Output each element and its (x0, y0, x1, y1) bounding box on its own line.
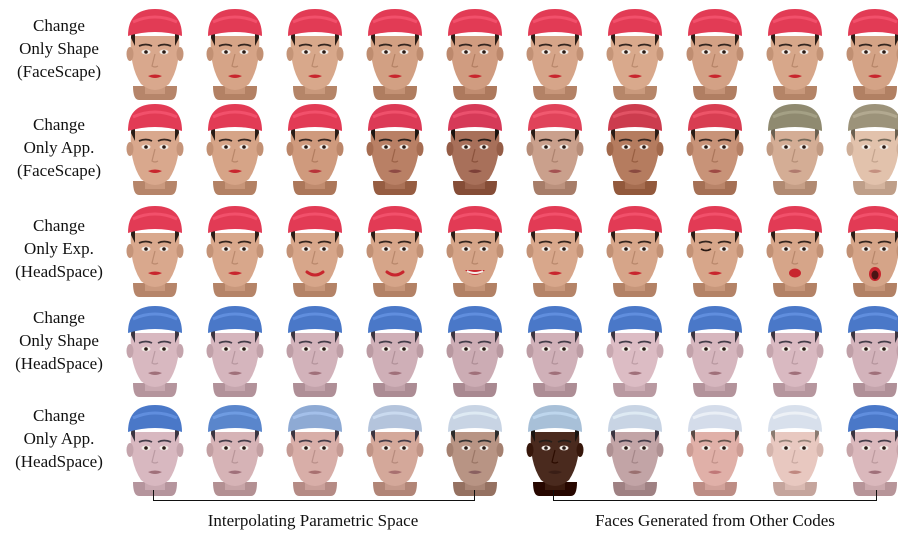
face-render (199, 303, 271, 397)
row-label-line: Only Shape (0, 37, 118, 60)
face-render (599, 203, 671, 297)
bracket-left (153, 490, 475, 501)
face-render (199, 101, 271, 195)
face-render (439, 402, 511, 496)
face-render (439, 6, 511, 100)
row-label-line: Only App. (0, 427, 118, 450)
face-render (599, 6, 671, 100)
row-label: Change Only App. (FaceScape) (0, 113, 118, 182)
face-render (199, 203, 271, 297)
face-render (839, 6, 898, 100)
face-render (279, 402, 351, 496)
row-label-line: (HeadSpace) (0, 450, 118, 473)
row-label-line: Change (0, 113, 118, 136)
row-label-line: (HeadSpace) (0, 260, 118, 283)
face-render (439, 303, 511, 397)
face-render (199, 402, 271, 496)
row-label-line: Change (0, 14, 118, 37)
face-render (679, 203, 751, 297)
row-label-line: Change (0, 214, 118, 237)
face-render (519, 101, 591, 195)
row-label-line: Only Exp. (0, 237, 118, 260)
row-label: Change Only Shape (FaceScape) (0, 14, 118, 83)
face-render (119, 101, 191, 195)
face-render (359, 402, 431, 496)
face-render (839, 303, 898, 397)
face-render (119, 402, 191, 496)
face-render (519, 303, 591, 397)
caption-interpolating: Interpolating Parametric Space (163, 511, 463, 531)
face-render (119, 6, 191, 100)
face-render (599, 101, 671, 195)
row-label: Change Only App. (HeadSpace) (0, 404, 118, 473)
bracket-right (553, 490, 877, 501)
face-render (119, 303, 191, 397)
face-render (519, 203, 591, 297)
face-render (759, 101, 831, 195)
row-label-line: (FaceScape) (0, 159, 118, 182)
row-label-line: (HeadSpace) (0, 352, 118, 375)
face-render (599, 402, 671, 496)
row-label: Change Only Exp. (HeadSpace) (0, 214, 118, 283)
row-label-line: (FaceScape) (0, 60, 118, 83)
row-label-line: Only Shape (0, 329, 118, 352)
face-render (679, 6, 751, 100)
face-render (279, 203, 351, 297)
face-render (599, 303, 671, 397)
row-label-line: Only App. (0, 136, 118, 159)
face-render (359, 203, 431, 297)
face-render (519, 6, 591, 100)
face-render (119, 203, 191, 297)
face-render (439, 101, 511, 195)
row-label-line: Change (0, 306, 118, 329)
face-render (759, 6, 831, 100)
face-render (759, 402, 831, 496)
face-render (519, 402, 591, 496)
face-render (679, 303, 751, 397)
face-render (279, 6, 351, 100)
face-render (679, 101, 751, 195)
face-render (279, 303, 351, 397)
face-render (439, 203, 511, 297)
row-label-line: Change (0, 404, 118, 427)
face-render (279, 101, 351, 195)
face-render (679, 402, 751, 496)
face-render (359, 6, 431, 100)
face-render (839, 101, 898, 195)
caption-other-codes: Faces Generated from Other Codes (560, 511, 870, 531)
face-render (199, 6, 271, 100)
face-render (359, 303, 431, 397)
row-label: Change Only Shape (HeadSpace) (0, 306, 118, 375)
face-render (839, 402, 898, 496)
face-render (759, 303, 831, 397)
face-render (839, 203, 898, 297)
face-render (359, 101, 431, 195)
face-render (759, 203, 831, 297)
